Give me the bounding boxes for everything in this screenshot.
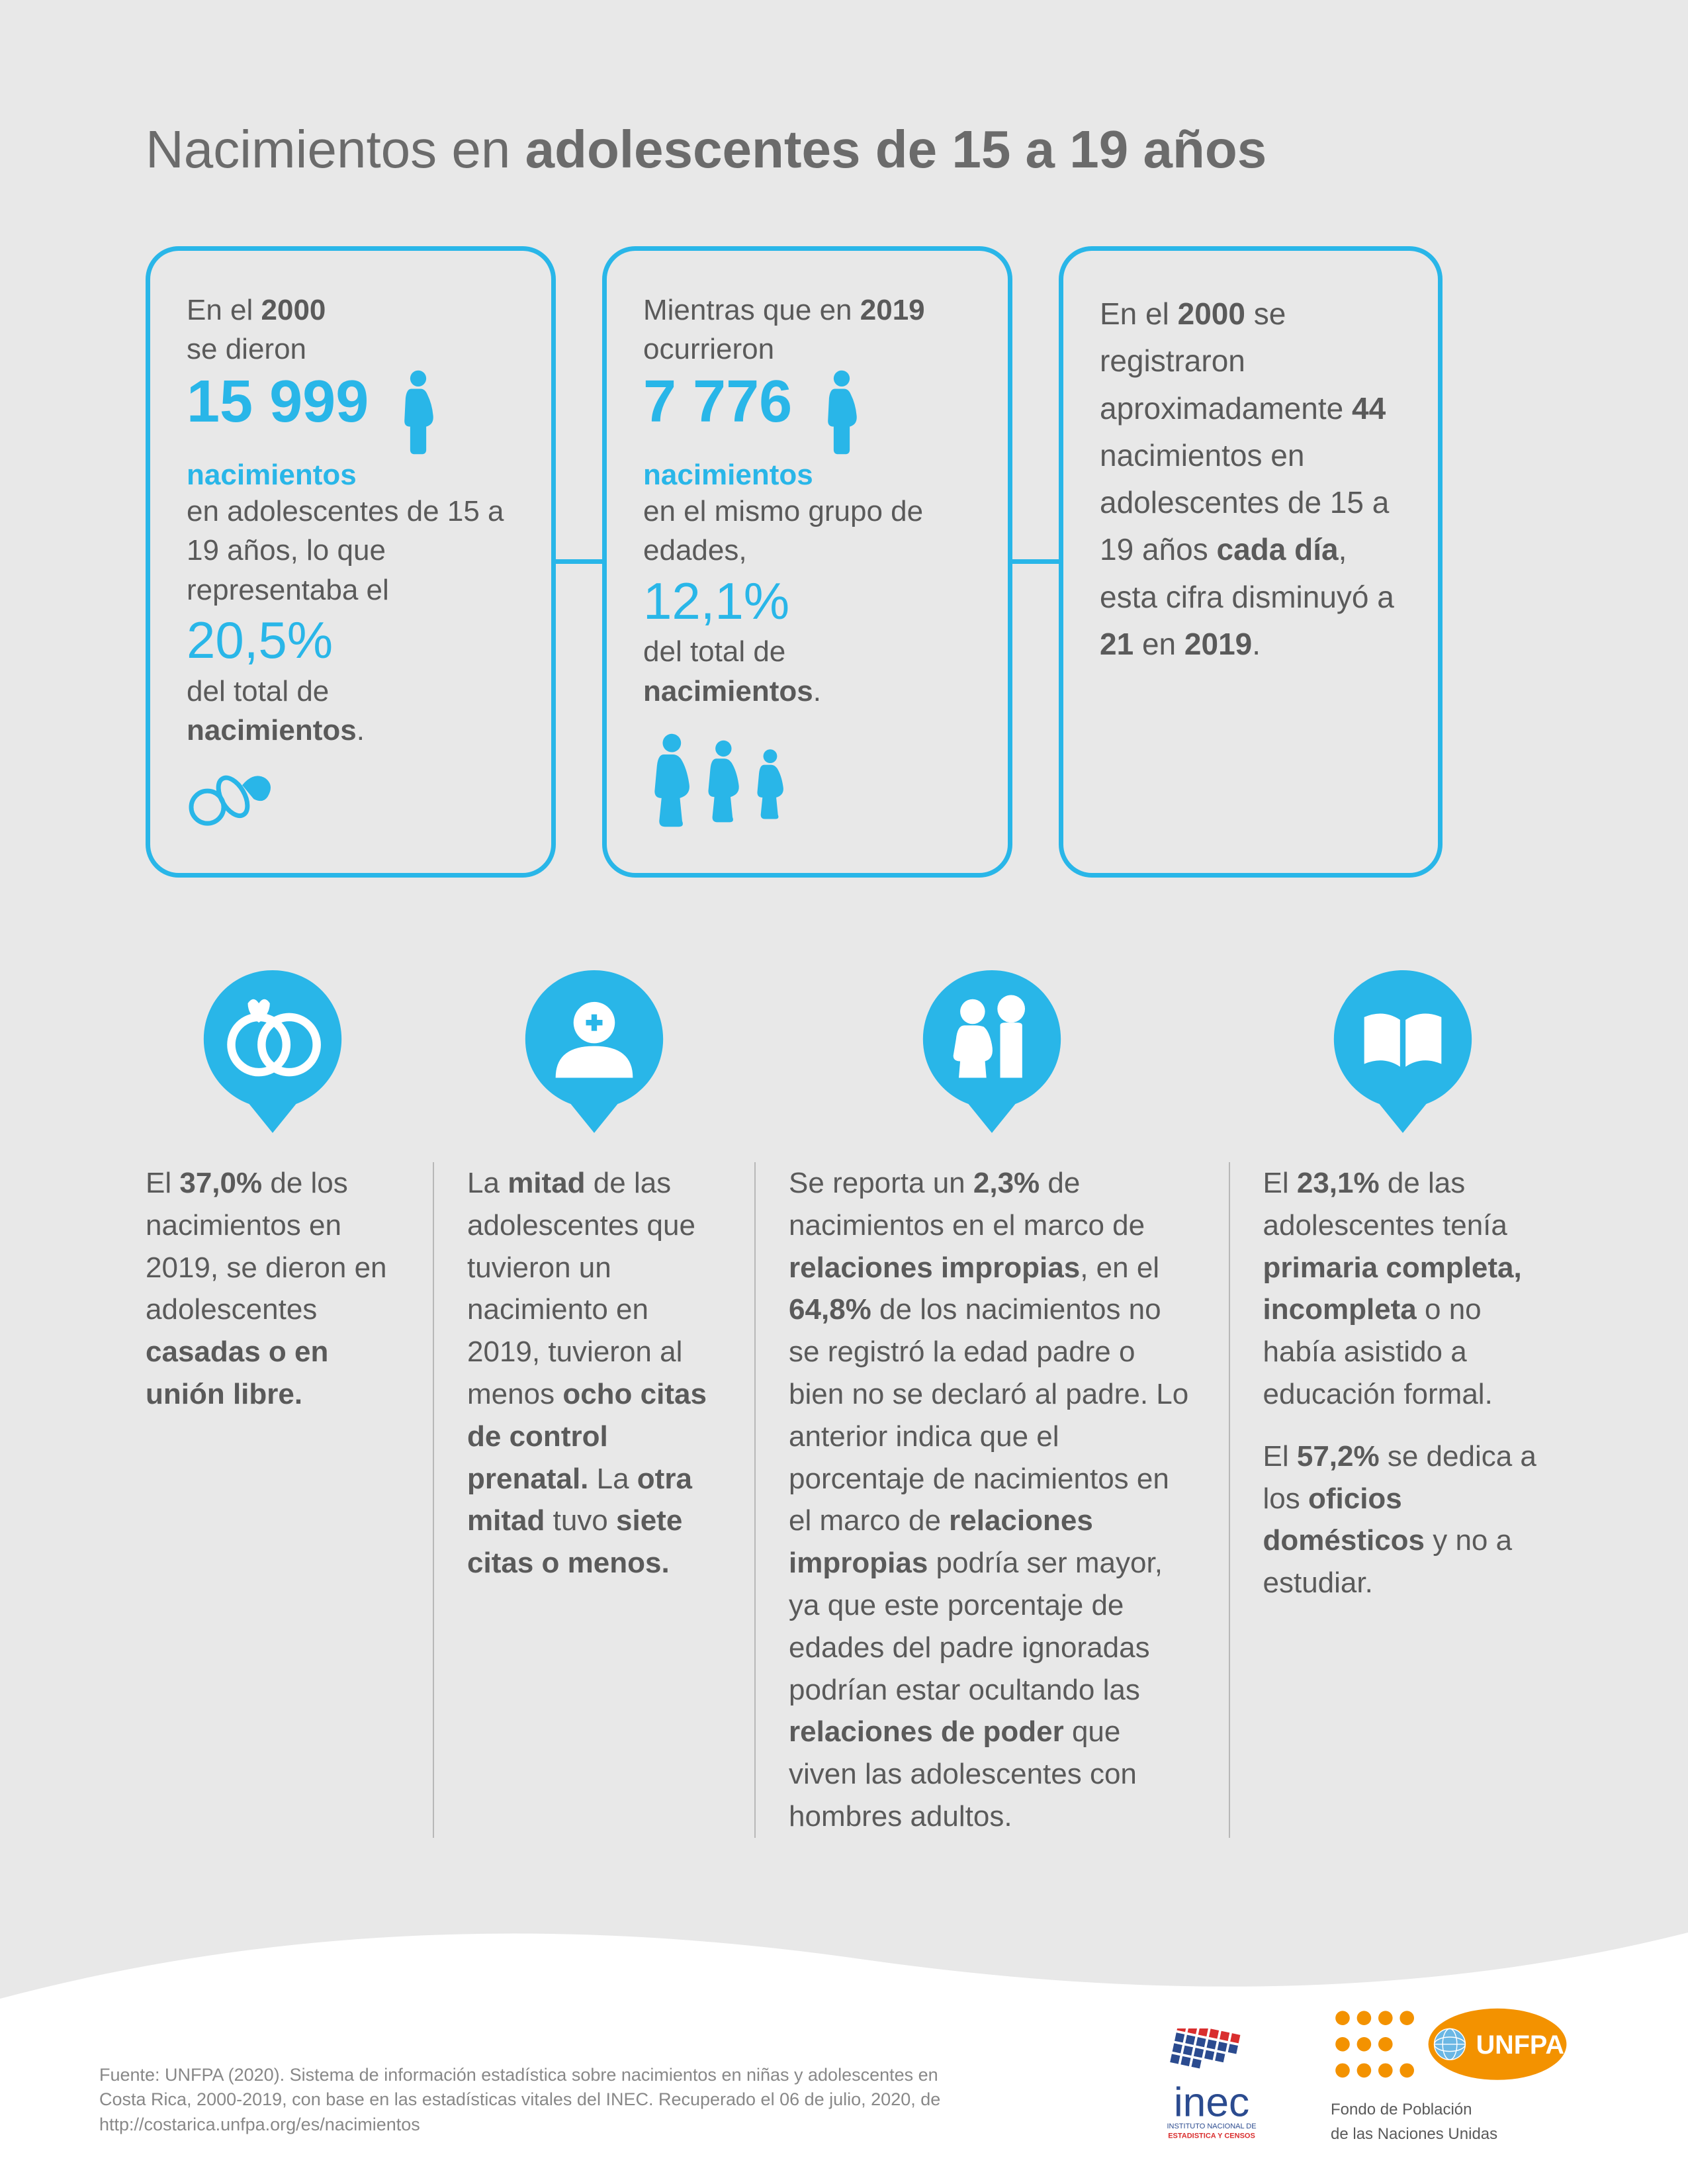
col2-text: La mitad de las adolescentes que tuviero… xyxy=(467,1162,721,1584)
box1-pct: 20,5% xyxy=(187,610,515,672)
stat-box-2000: En el 2000 se dieron 15 999 nacimientos … xyxy=(146,246,556,878)
box3-text: En el 2000 se registraron aproximadament… xyxy=(1100,291,1401,668)
svg-text:UNFPA: UNFPA xyxy=(1476,2031,1564,2060)
box1-line1: En el 2000 xyxy=(187,291,515,330)
box2-num-row: 7 776 xyxy=(643,369,971,459)
box2-number: 7 776 xyxy=(643,369,792,435)
svg-text:ESTADISTICA Y CENSOS: ESTADISTICA Y CENSOS xyxy=(1168,2132,1255,2140)
col-relations: Se reporta un 2,3% de nacimientos en el … xyxy=(789,970,1196,1838)
box2-pct: 12,1% xyxy=(643,570,971,633)
stat-box-daily: En el 2000 se registraron aproximadament… xyxy=(1059,246,1443,878)
main-title: Nacimientos en adolescentes de 15 a 19 a… xyxy=(146,119,1542,180)
col-prenatal: La mitad de las adolescentes que tuviero… xyxy=(467,970,721,1838)
couple-icon xyxy=(922,970,1061,1136)
pregnant-icon xyxy=(395,369,441,459)
pregnant-icon xyxy=(819,369,865,459)
rings-icon xyxy=(203,970,342,1136)
box2-line1: Mientras que en 2019 ocurrieron xyxy=(643,291,971,369)
col-marriage: El 37,0% de los nacimientos en 2019, se … xyxy=(146,970,400,1838)
unfpa-tagline-1: Fondo de Población xyxy=(1331,2101,1569,2120)
box2-line3: del total de nacimientos. xyxy=(643,632,971,711)
pacifier-icon xyxy=(187,763,515,833)
bottom-columns: El 37,0% de los nacimientos en 2019, se … xyxy=(146,970,1542,1838)
inec-logo: inec INSTITUTO NACIONAL DE ESTADISTICA Y… xyxy=(1139,2028,1284,2144)
col4-text2: El 57,2% se dedica a los oficios domésti… xyxy=(1263,1435,1543,1604)
three-pregnant-icon xyxy=(643,731,971,833)
source-text: Fuente: UNFPA (2020). Sistema de informa… xyxy=(99,2063,959,2138)
svg-text:INSTITUTO NACIONAL DE: INSTITUTO NACIONAL DE xyxy=(1167,2122,1256,2130)
box2-sublabel: nacimientos xyxy=(643,459,971,492)
unfpa-logo: UNFPA Fondo de Población de las Naciones… xyxy=(1331,2006,1569,2144)
stat-box-2019: Mientras que en 2019 ocurrieron 7 776 na… xyxy=(602,246,1012,878)
top-boxes-row: En el 2000 se dieron 15 999 nacimientos … xyxy=(146,246,1542,878)
box2-line2: en el mismo grupo de edades, xyxy=(643,492,971,570)
box1-line4: del total de nacimientos. xyxy=(187,672,515,751)
col4-text1: El 23,1% de las adolescentes tenía prima… xyxy=(1263,1162,1543,1416)
col3-text: Se reporta un 2,3% de nacimientos en el … xyxy=(789,1162,1196,1838)
unfpa-tagline-2: de las Naciones Unidas xyxy=(1331,2125,1569,2144)
box1-num-row: 15 999 xyxy=(187,369,515,459)
book-icon xyxy=(1333,970,1472,1136)
footer: Fuente: UNFPA (2020). Sistema de informa… xyxy=(0,1906,1688,2184)
connector-2 xyxy=(1012,559,1059,564)
divider-2 xyxy=(754,1162,756,1838)
col-education: El 23,1% de las adolescentes tenía prima… xyxy=(1263,970,1543,1838)
col1-text: El 37,0% de los nacimientos en 2019, se … xyxy=(146,1162,400,1416)
svg-text:inec: inec xyxy=(1174,2080,1249,2126)
divider-1 xyxy=(433,1162,434,1838)
title-light: Nacimientos en xyxy=(146,120,525,179)
connector-1 xyxy=(556,559,602,564)
box1-line3: en adolescentes de 15 a 19 años, lo que … xyxy=(187,492,515,610)
box1-sublabel: nacimientos xyxy=(187,459,515,492)
nurse-icon xyxy=(525,970,664,1136)
title-bold: adolescentes de 15 a 19 años xyxy=(525,120,1267,179)
divider-3 xyxy=(1229,1162,1230,1838)
logos: inec INSTITUTO NACIONAL DE ESTADISTICA Y… xyxy=(1139,2006,1569,2144)
box1-number: 15 999 xyxy=(187,369,369,435)
box1-line2: se dieron xyxy=(187,330,515,369)
